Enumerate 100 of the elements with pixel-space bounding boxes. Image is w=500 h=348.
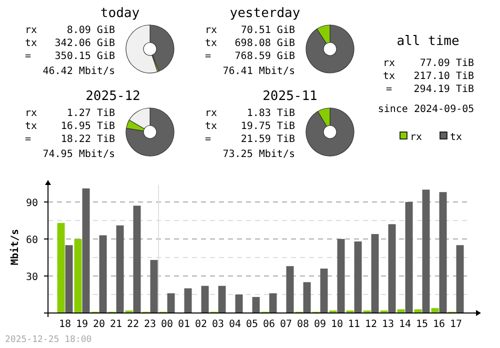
y-axis-title: Mbit/s: [9, 228, 21, 266]
text: 18.22 TiB: [60, 134, 115, 145]
x-tick-label: 18: [58, 319, 72, 330]
donut-slice: [306, 108, 354, 156]
x-tick-label: 21: [110, 319, 122, 330]
text: 1.83 TiB: [246, 108, 295, 119]
text: 21.59 TiB: [240, 134, 295, 145]
text: 16.95 TiB: [60, 121, 115, 132]
text: rx: [205, 108, 218, 119]
chart-title: yesterday: [230, 6, 300, 21]
x-tick-label: 11: [348, 319, 360, 330]
x-tick-label: 14: [398, 319, 412, 330]
text: 342.06 GiB: [54, 38, 115, 49]
x-tick-label: 08: [296, 319, 310, 330]
x-tick-label: 17: [450, 319, 462, 330]
x-tick-label: 15: [416, 319, 428, 330]
y-tick-label: 60: [26, 234, 38, 246]
text: 73.25 Mbit/s: [222, 149, 295, 160]
bar: [320, 268, 328, 313]
text: 350.15 GiB: [54, 51, 115, 62]
text: 19.75 TiB: [240, 121, 295, 132]
bar: [456, 245, 464, 313]
x-tick-label: 03: [212, 319, 224, 330]
legend-label: tx: [450, 132, 462, 143]
x-tick-label: 23: [144, 319, 156, 330]
donut-slice: [306, 24, 354, 74]
text: 768.59 GiB: [234, 51, 295, 62]
bar: [286, 266, 294, 313]
bar: [388, 224, 396, 313]
text: tx: [25, 38, 38, 49]
x-tick-label: 10: [330, 319, 344, 330]
x-tick-label: 16: [432, 319, 446, 330]
x-tick-label: 01: [178, 319, 190, 330]
bar: [167, 293, 175, 313]
text: =: [205, 51, 212, 62]
bar: [235, 294, 243, 313]
x-tick-label: 05: [246, 319, 258, 330]
text: since 2024-09-05: [378, 104, 474, 115]
bar: [116, 225, 124, 313]
bar: [405, 202, 413, 313]
x-tick-label: 07: [280, 319, 292, 330]
text: tx: [205, 38, 218, 49]
bar: [371, 234, 379, 313]
bar: [99, 235, 107, 313]
text: tx: [25, 121, 38, 132]
bar: [218, 286, 226, 313]
text: =: [205, 134, 212, 145]
bar: [354, 241, 362, 313]
x-tick-label: 19: [76, 319, 88, 330]
bar: [150, 260, 158, 313]
bar: [184, 288, 192, 313]
text: rx: [205, 25, 218, 36]
text: 76.41 Mbit/s: [222, 66, 295, 77]
text: rx: [25, 25, 38, 36]
text: 2025-12-25 18:00: [5, 335, 92, 345]
donut-slice: [126, 108, 174, 156]
y-tick-label: 30: [26, 272, 38, 283]
bar: [57, 222, 65, 313]
text: =: [25, 134, 32, 145]
text: 8.09 GiB: [66, 25, 115, 36]
bar: [439, 192, 447, 313]
legend-label: rx: [410, 132, 422, 143]
x-tick-label: 06: [262, 319, 276, 330]
text: tx: [382, 71, 396, 82]
bar: [252, 296, 260, 313]
text: 46.42 Mbit/s: [42, 66, 115, 77]
bar: [303, 282, 311, 313]
chart-title: 2025-12: [86, 89, 140, 104]
text: tx: [205, 121, 218, 132]
text: =: [386, 84, 392, 95]
text: 77.09 TiB: [420, 58, 474, 69]
x-tick-label: 12: [364, 319, 378, 330]
text: 217.10 TiB: [414, 71, 474, 82]
x-tick-label: 13: [382, 319, 394, 330]
bar: [431, 308, 439, 313]
bar: [74, 238, 82, 313]
text: 698.08 GiB: [234, 38, 295, 49]
text: rx: [25, 108, 38, 119]
bar: [82, 188, 90, 313]
bar: [133, 206, 141, 313]
bar: [337, 238, 345, 313]
text: =: [25, 51, 32, 62]
x-tick-label: 22: [126, 319, 140, 330]
x-tick-label: 00: [160, 319, 174, 330]
x-tick-label: 09: [314, 319, 326, 330]
bar: [65, 245, 73, 313]
bar: [269, 293, 277, 313]
chart-title: today: [100, 6, 140, 21]
text: 74.95 Mbit/s: [42, 149, 115, 160]
text: 294.19 TiB: [414, 84, 474, 95]
bar: [422, 190, 430, 313]
text: 1.27 TiB: [66, 108, 115, 119]
x-tick-label: 20: [92, 319, 106, 330]
bar: [201, 286, 209, 313]
text: all time: [396, 34, 460, 49]
y-tick-label: 90: [26, 198, 38, 209]
x-tick-label: 02: [194, 319, 208, 330]
chart-title: 2025-11: [262, 89, 318, 104]
text: rx: [382, 58, 396, 69]
text: 70.51 GiB: [240, 25, 295, 36]
